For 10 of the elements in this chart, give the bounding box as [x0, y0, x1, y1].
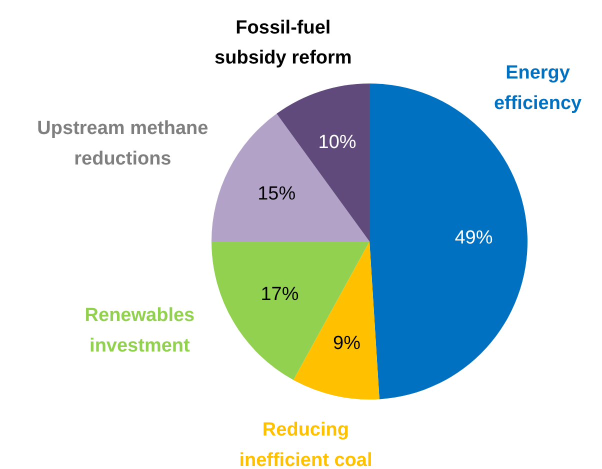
slice-label: Upstream methane reductions — [37, 118, 208, 170]
slice-label: Reducing inefficient coal — [239, 419, 372, 469]
slice-label: Fossil-fuel subsidy reform — [214, 17, 352, 69]
data-label: 49% — [454, 228, 493, 249]
data-label: 17% — [260, 284, 299, 306]
data-label: 10% — [318, 132, 356, 153]
data-label: 15% — [258, 184, 296, 205]
slice-label: Renewables investment — [84, 304, 195, 356]
slice-label: Energy efficiency — [494, 62, 582, 114]
data-label: 9% — [333, 332, 361, 354]
